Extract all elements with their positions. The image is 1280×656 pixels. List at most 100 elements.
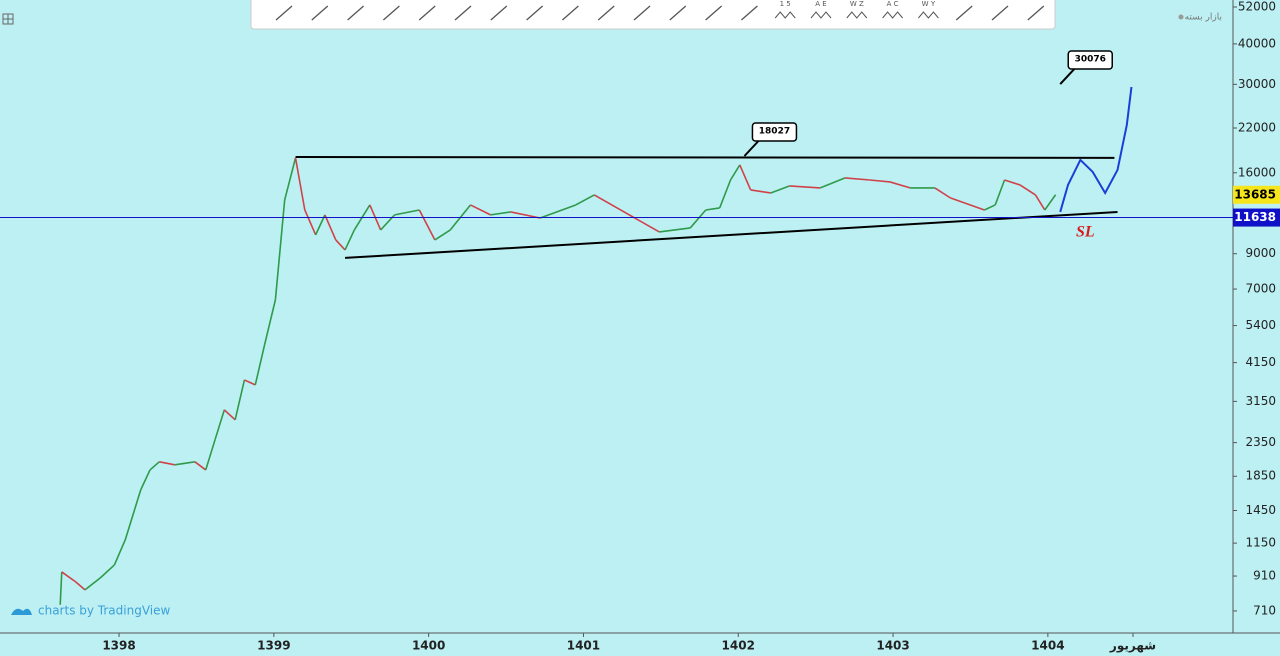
- toolbar-button[interactable]: A E: [810, 0, 832, 19]
- toolbar-button[interactable]: [526, 5, 544, 21]
- y-tick-label: 4150: [1245, 355, 1276, 369]
- toolbar-icon: [955, 5, 973, 21]
- y-tick-label: 1850: [1245, 469, 1276, 483]
- tradingview-logo[interactable]: charts by TradingView: [11, 604, 170, 618]
- price-segment: [1034, 194, 1046, 211]
- x-tick-label: 1399: [257, 639, 290, 653]
- price-segment: [254, 344, 266, 386]
- toolbar-icon: [810, 11, 832, 19]
- x-tick-label: شهریور: [1109, 639, 1156, 654]
- price-segment: [394, 209, 420, 216]
- toolbar-button[interactable]: [955, 5, 973, 21]
- price-segment: [194, 461, 207, 471]
- price-segment: [434, 229, 451, 241]
- price-label-box: [1233, 185, 1280, 204]
- x-tick-label: 1402: [722, 639, 755, 653]
- price-segment: [294, 157, 306, 211]
- price-segment: [124, 509, 136, 541]
- price-segment: [314, 214, 326, 236]
- watermark: charts by TradingView: [38, 604, 170, 618]
- price-segment: [934, 187, 951, 199]
- toolbar-button[interactable]: [382, 5, 400, 21]
- price-segment: [344, 229, 356, 251]
- price-segment: [59, 571, 63, 605]
- toolbar-button[interactable]: [633, 5, 651, 21]
- toolbar-button[interactable]: [418, 5, 436, 21]
- logo-cloud: [11, 608, 32, 615]
- toolbar: [250, 0, 1056, 30]
- toolbar-icon: [454, 5, 472, 21]
- price-label: 13685: [1234, 187, 1276, 201]
- callout-pointer: [1059, 68, 1075, 85]
- toolbar-button[interactable]: 1 5: [774, 0, 796, 19]
- toolbar-icon: [561, 5, 579, 21]
- toolbar-button[interactable]: W Y: [918, 0, 939, 19]
- price-segment: [244, 379, 256, 386]
- callout-box: [751, 122, 798, 142]
- price-segment: [705, 207, 720, 211]
- price-segment: [689, 209, 707, 229]
- toolbar-button[interactable]: [1027, 5, 1045, 21]
- drawing-line: [344, 210, 1118, 259]
- toolbar-label: A E: [815, 0, 826, 8]
- price-segment: [274, 249, 281, 300]
- y-tick-label: 910: [1253, 569, 1276, 583]
- price-segment: [770, 185, 790, 194]
- toolbar-button[interactable]: [991, 5, 1009, 21]
- price-segment: [418, 209, 436, 241]
- toolbar-button[interactable]: A C: [882, 0, 903, 19]
- drawing-line: [1059, 86, 1133, 213]
- x-tick-label: 1401: [567, 639, 600, 653]
- y-tick-label: 52000: [1238, 0, 1276, 13]
- toolbar-icon: [526, 5, 544, 21]
- price-segment: [869, 179, 891, 183]
- y-tick-label: 2350: [1245, 435, 1276, 449]
- toolbar-label: W Z: [850, 0, 864, 8]
- toolbar-icon: [311, 5, 329, 21]
- price-segment: [994, 179, 1006, 206]
- y-tick-label: 1150: [1245, 536, 1276, 550]
- toolbar-button[interactable]: [311, 5, 329, 21]
- toolbar-icon: [669, 5, 687, 21]
- y-tick-label: 16000: [1238, 165, 1276, 179]
- toolbar-button[interactable]: [347, 5, 365, 21]
- top-left-icon[interactable]: [2, 13, 14, 25]
- toolbar-button[interactable]: [740, 5, 758, 21]
- price-segment: [1044, 194, 1057, 211]
- price-segment: [324, 214, 337, 241]
- y-tick-label: 9000: [1245, 246, 1276, 260]
- toolbar-button[interactable]: [490, 5, 508, 21]
- price-segment: [139, 469, 151, 491]
- price-label-box: [1233, 208, 1280, 227]
- toolbar-button[interactable]: [669, 5, 687, 21]
- price-segment: [819, 177, 846, 189]
- price-segment: [539, 204, 576, 219]
- toolbar-icon: [705, 5, 723, 21]
- x-tick-label: 1404: [1031, 639, 1064, 653]
- price-segment: [1019, 184, 1036, 196]
- price-segment: [174, 461, 196, 466]
- price-segment: [84, 577, 101, 591]
- toolbar-button[interactable]: [275, 5, 293, 21]
- toolbar-button[interactable]: [561, 5, 579, 21]
- toolbar-button[interactable]: [597, 5, 615, 21]
- toolbar-label: A C: [887, 0, 899, 8]
- price-segment: [729, 164, 741, 181]
- price-segment: [889, 181, 911, 189]
- price-segment: [149, 461, 160, 471]
- drawing-line: [295, 155, 1115, 159]
- price-segment: [789, 185, 821, 189]
- status-dot: [1178, 14, 1184, 20]
- toolbar-icon: [490, 5, 508, 21]
- price-segment: [283, 157, 297, 201]
- toolbar-button[interactable]: [705, 5, 723, 21]
- price-segment: [470, 204, 491, 216]
- toolbar-icon: [382, 5, 400, 21]
- toolbar-icon: [774, 11, 796, 19]
- price-segment: [263, 299, 277, 346]
- price-segment: [113, 539, 126, 566]
- toolbar-button[interactable]: W Z: [846, 0, 868, 19]
- toolbar-button[interactable]: [454, 5, 472, 21]
